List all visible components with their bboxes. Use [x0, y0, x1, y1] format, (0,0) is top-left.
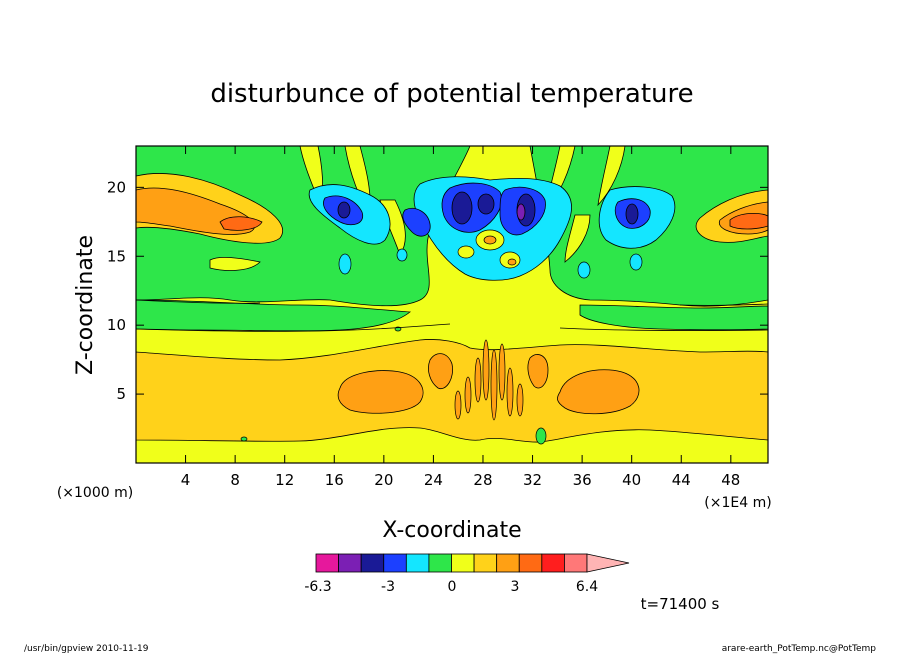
- warm-lobe-left-core: [219, 216, 263, 231]
- colorbar-swatch-11: [541, 553, 565, 573]
- warm-blob-left: [337, 370, 424, 414]
- plot-area: [136, 146, 768, 463]
- cold-spots: [338, 248, 643, 279]
- x-tick-label-20: 20: [374, 471, 393, 489]
- colorbar-swatch-1: [315, 553, 339, 573]
- colorbar-swatch-9: [496, 553, 520, 573]
- colorbar-label-1: -6.3: [304, 579, 331, 595]
- y-ticks: 5 10 15 20: [107, 178, 768, 403]
- y-axis-label: Z-coordinate: [73, 235, 98, 375]
- plot-frame: [135, 145, 769, 464]
- warm-lobe-right-core: [729, 212, 768, 230]
- x-tick-label-24: 24: [424, 471, 443, 489]
- x-tick-label-32: 32: [523, 471, 542, 489]
- x-axis-label: X-coordinate: [382, 518, 521, 543]
- cold-core-purple: [516, 203, 526, 221]
- colorbar-swatch-2: [338, 553, 362, 573]
- colorbar-label-3: 0: [448, 579, 457, 595]
- y-tick-label-10: 10: [107, 316, 126, 334]
- colorbar-swatch-12: [564, 553, 588, 573]
- x-tick-label-28: 28: [473, 471, 492, 489]
- warm-blob-center-right: [527, 354, 549, 389]
- warm-band-lower: [136, 339, 768, 443]
- footer-right: arare-earth_PotTemp.nc@PotTemp: [722, 644, 877, 654]
- chart-title: disturbunce of potential temperature: [210, 79, 693, 109]
- central-plume: [454, 339, 524, 421]
- contour-lines: [136, 299, 768, 332]
- x-tick-label-16: 16: [325, 471, 344, 489]
- colorbar-label-5: 6.4: [576, 579, 598, 595]
- warm-blob-center-left: [428, 353, 453, 390]
- colorbar-swatch-7: [451, 553, 475, 573]
- cool-band-mid: [136, 299, 412, 332]
- x-tick-label-48: 48: [721, 471, 740, 489]
- x-ticks: 4 8 12 16 20 24 28 32 36 40 44 48: [181, 146, 740, 489]
- colorbar-swatch-4: [383, 553, 407, 573]
- x-tick-label-4: 4: [181, 471, 191, 489]
- x-scale-label: (×1E4 m): [704, 495, 771, 511]
- colorbar: [315, 553, 630, 573]
- y-tick-label-5: 5: [116, 385, 126, 403]
- x-unit-label: (×1000 m): [57, 485, 133, 501]
- time-label: t=71400 s: [641, 595, 720, 613]
- x-tick-label-44: 44: [672, 471, 691, 489]
- colorbar-overflow-arrow: [586, 553, 630, 573]
- footer-left: /usr/bin/gpview 2010-11-19: [24, 644, 149, 654]
- y-tick-label-20: 20: [107, 178, 126, 196]
- x-tick-label-12: 12: [275, 471, 294, 489]
- colorbar-swatch-8: [473, 553, 498, 573]
- y-tick-label-15: 15: [107, 247, 126, 265]
- colorbar-swatch-3: [360, 553, 385, 573]
- warm-blobs-core-orange: [483, 235, 517, 266]
- colorbar-swatch-10: [518, 553, 543, 573]
- x-tick-label-40: 40: [622, 471, 641, 489]
- colorbar-swatch-5: [405, 553, 430, 573]
- colorbar-tick-labels: -6.3 -3 0 3 6.4: [304, 579, 598, 595]
- colorbar-label-4: 3: [511, 579, 520, 595]
- colorbar-swatch-6: [428, 553, 452, 573]
- x-tick-label-8: 8: [230, 471, 240, 489]
- cool-spots-lower: [240, 326, 547, 445]
- colorbar-label-2: -3: [381, 579, 395, 595]
- warm-blob-right: [557, 369, 640, 415]
- x-tick-label-36: 36: [573, 471, 592, 489]
